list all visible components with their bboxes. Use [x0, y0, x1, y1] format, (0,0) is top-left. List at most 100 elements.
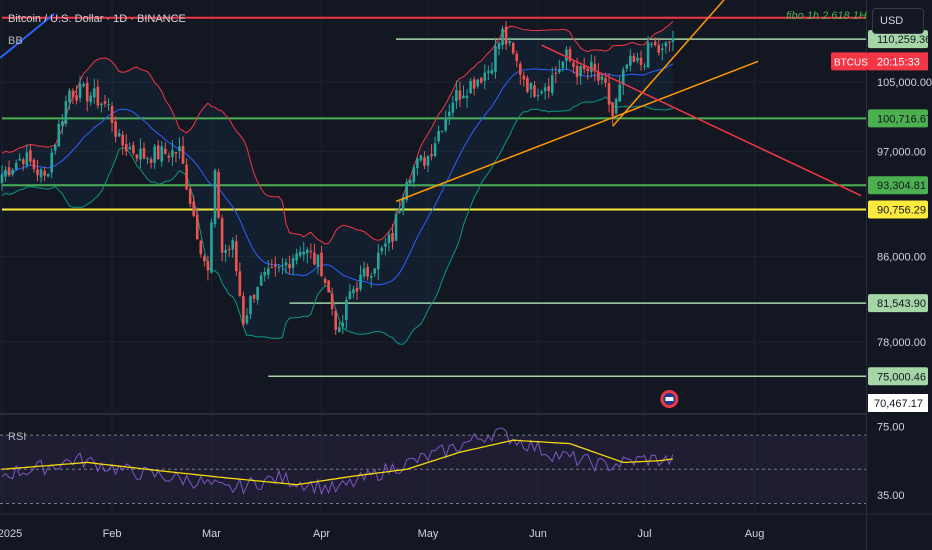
- candle-body: [515, 53, 519, 62]
- candle-body: [543, 87, 547, 92]
- candle-body: [614, 99, 618, 114]
- candle-body: [0, 174, 4, 184]
- flag-badge-icon[interactable]: [660, 390, 679, 408]
- candle-body: [604, 77, 607, 83]
- candle-body: [277, 267, 281, 269]
- candle-body: [458, 90, 462, 100]
- candle-body: [661, 48, 664, 51]
- level-price-tag: [868, 109, 928, 128]
- time-tick-label: Apr: [313, 528, 330, 540]
- candle-body: [206, 261, 210, 271]
- candle-body: [306, 249, 309, 254]
- candle-body: [377, 252, 380, 270]
- candle-body: [646, 42, 650, 68]
- candle-body: [501, 28, 504, 46]
- candle-body: [653, 41, 657, 45]
- candle-body: [89, 95, 93, 103]
- candle-body: [156, 145, 160, 160]
- candle-body: [64, 101, 68, 124]
- candle-body: [302, 251, 306, 255]
- candle-body: [167, 155, 171, 158]
- candle-body: [281, 264, 284, 266]
- rsi-tick-label: 35.00: [877, 490, 905, 502]
- candle-body: [181, 145, 185, 164]
- candle-body: [629, 55, 632, 66]
- candle-body: [380, 247, 384, 252]
- trendlines: [395, 0, 862, 203]
- candle-body: [611, 102, 614, 116]
- candle-body: [362, 268, 366, 277]
- candle-body: [238, 271, 242, 296]
- candle-body: [490, 69, 494, 74]
- rsi-label[interactable]: RSI: [8, 431, 27, 443]
- candle-body: [96, 86, 100, 106]
- candle-body: [85, 82, 89, 102]
- candle-body: [309, 250, 313, 253]
- candle-body: [369, 275, 373, 278]
- candle-body: [7, 167, 11, 176]
- bb-indicator-label[interactable]: BB: [8, 35, 23, 47]
- candle-body: [195, 214, 199, 240]
- bb-fill: [2, 21, 673, 345]
- candle-body: [483, 72, 487, 81]
- candle-body: [18, 158, 22, 161]
- candle-body: [185, 164, 188, 190]
- candle-body: [625, 64, 629, 69]
- candle-body: [298, 251, 302, 256]
- candle-body: [643, 65, 646, 67]
- level-price-tag: [868, 367, 928, 386]
- candle-body: [320, 252, 323, 277]
- time-axis[interactable]: 2025 Feb Mar Apr May Jun Jul Aug: [0, 513, 932, 540]
- horizontal-levels: [2, 16, 866, 378]
- candle-body: [657, 45, 661, 53]
- candle-body: [508, 40, 511, 43]
- candle-body: [391, 233, 394, 242]
- candle-body: [387, 234, 391, 244]
- candle-body: [139, 148, 142, 160]
- candle-body: [636, 57, 639, 61]
- time-tick-label: May: [418, 528, 439, 540]
- candle-body: [536, 95, 540, 97]
- candle-body: [476, 79, 479, 87]
- candle-body: [313, 252, 316, 265]
- candle-body: [192, 201, 195, 216]
- price-axis[interactable]: 105,000.00 97,000.00 86,000.00 78,000.00 110…: [831, 0, 932, 550]
- candle-body: [479, 78, 483, 83]
- candle-body: [266, 268, 270, 275]
- candle-body: [53, 144, 57, 151]
- countdown-tag: [868, 52, 928, 71]
- candle-body: [75, 95, 78, 101]
- ticker-symbol-tag: [831, 52, 868, 71]
- candle-body: [224, 249, 227, 253]
- candle-body: [345, 300, 348, 321]
- level-price-label: 100,716.67: [877, 113, 932, 125]
- candle-body: [295, 253, 298, 261]
- countdown-label: 20:15:33: [877, 56, 920, 68]
- currency-button[interactable]: USD: [872, 8, 924, 34]
- candle-body: [632, 55, 636, 63]
- candle-body: [664, 42, 668, 47]
- rsi-tick-label: 75.00: [877, 422, 905, 434]
- level-price-label: 93,304.81: [877, 180, 926, 192]
- price-tick-label: 105,000.00: [877, 77, 932, 89]
- rsi-pane: 75.00 35.00: [0, 422, 905, 504]
- candle-body: [288, 264, 291, 269]
- candle-body: [355, 287, 359, 292]
- candle-body: [504, 26, 508, 45]
- time-tick-label: Aug: [745, 528, 765, 540]
- level-price-label: 75,000.46: [877, 371, 926, 383]
- price-tick-label: 97,000.00: [877, 146, 926, 158]
- candle-body: [4, 169, 7, 177]
- candle-body: [671, 38, 675, 42]
- candle-body: [469, 80, 472, 94]
- bb-basis: [1, 63, 674, 286]
- candle-body: [405, 182, 408, 201]
- candle-body: [554, 72, 558, 74]
- candle-body: [487, 71, 490, 73]
- candle-body: [231, 239, 235, 250]
- level-price-label: 90,756.29: [877, 204, 926, 216]
- candle-body: [526, 77, 529, 92]
- candle-body: [178, 146, 181, 152]
- candle-body: [398, 211, 401, 213]
